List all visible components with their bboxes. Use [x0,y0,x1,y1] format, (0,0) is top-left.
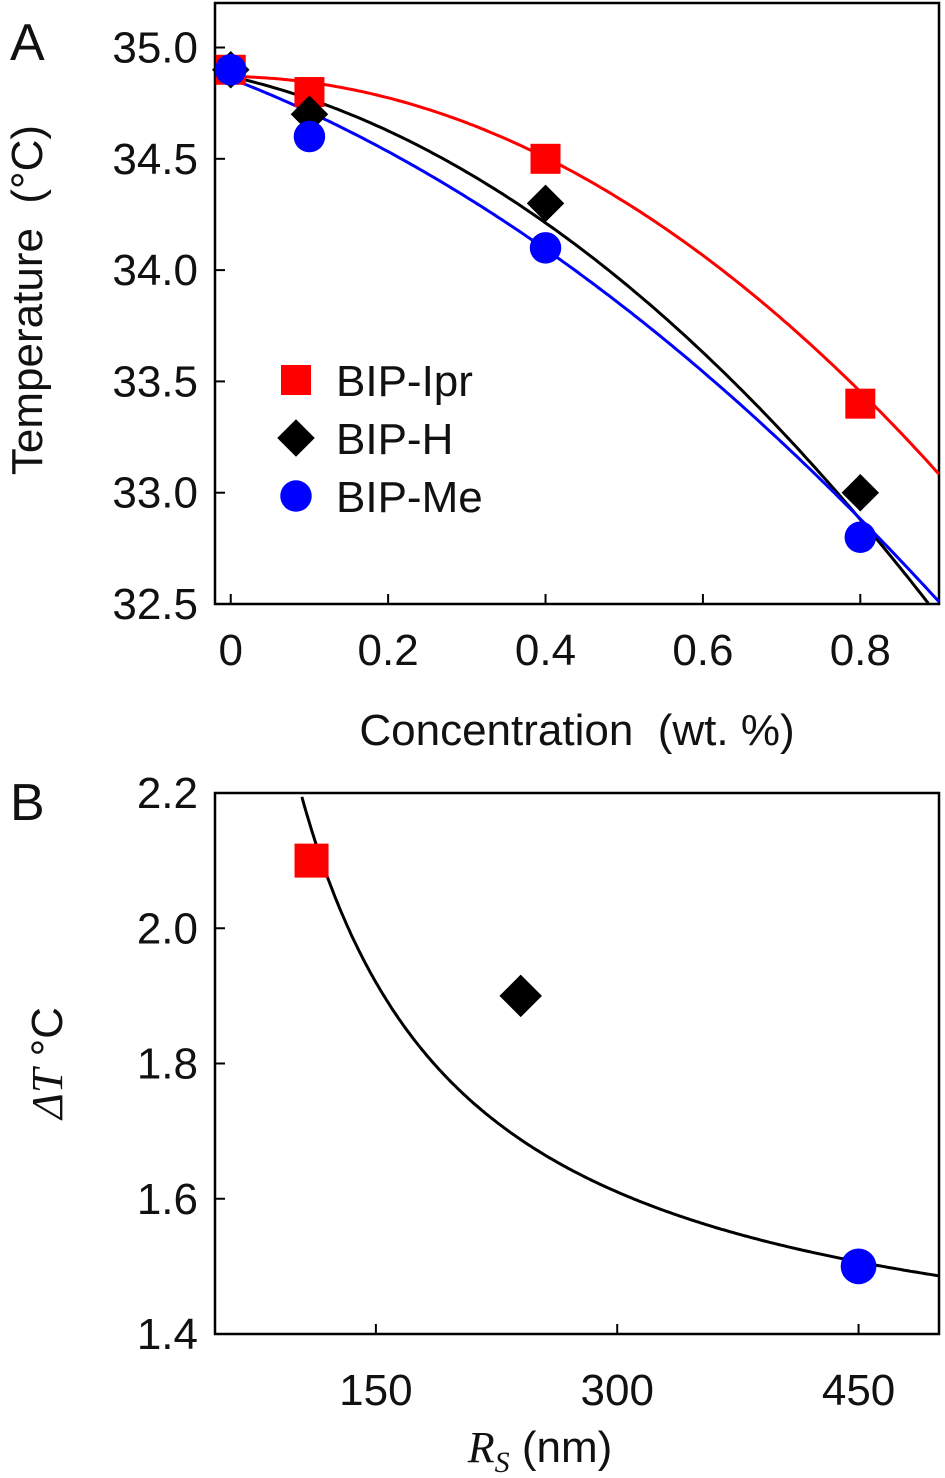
panel-a-letter: A [10,14,45,72]
x-tick-label: 0.2 [358,626,419,675]
y-tick-label: 2.2 [137,769,198,818]
legend-label: BIP-Ipr [336,357,473,406]
fit-curve-bip-h [222,73,930,605]
panel-a-ticks [215,46,862,605]
y-tick-label: 34.0 [112,246,198,295]
legend-label: BIP-Me [336,473,483,522]
panel-b-y-tick-labels: 1.4 1.6 1.8 2.0 2.2 [137,769,198,1359]
panel-b: B 150 300 450 1.4 1.6 1.8 2.0 2.2 RS (nm) ΔT °… [10,769,941,1478]
panel-a-x-axis-label: Concentration (wt. %) [359,706,794,755]
panel-a-data-points [211,51,880,553]
data-point-bip-h [526,184,565,223]
x-tick-label: 0 [218,626,242,675]
y-tick-label: 1.4 [137,1310,198,1359]
x-tick-label: 0.4 [515,626,576,675]
x-tick-label: 0.8 [830,626,891,675]
data-point-bip-h [841,473,880,512]
panel-a-fit-curves [222,73,941,605]
y-tick-label: 35.0 [112,24,198,73]
data-point-circle [840,1248,877,1285]
data-point-bip-ipr [530,143,561,174]
panel-b-letter: B [10,774,45,832]
panel-b-ticks [215,792,860,1335]
y-tick-label: 1.8 [137,1040,198,1089]
x-label-unit: (nm) [510,1423,613,1472]
fit-curve-bip-me [222,74,941,603]
panel-a: A 0 0.2 0.4 0.6 0.8 32.5 33.0 33.5 34.0 34.5 35.0… [3,1,941,755]
data-point-bip-ipr [845,388,876,419]
panel-a-y-axis-label: Temperature (°C) [3,125,52,475]
y-tick-label: 33.0 [112,469,198,518]
panel-a-x-tick-labels: 0 0.2 0.4 0.6 0.8 [218,626,890,675]
data-point-bip-h [290,95,329,134]
panel-b-x-axis-label: RS (nm) [467,1423,613,1478]
fit-curve [300,796,940,1278]
panel-a-legend: BIP-Ipr BIP-H BIP-Me [277,357,483,522]
fit-curve-bip-ipr [222,74,941,476]
legend-label: BIP-H [336,415,453,464]
x-label-subscript: S [495,1446,510,1478]
legend-marker-bip-ipr [281,365,311,395]
data-point-bip-me [529,232,562,264]
y-tick-label: 2.0 [137,904,198,953]
x-label-symbol: R [467,1423,495,1472]
panel-b-data-points [294,843,877,1285]
y-label-unit: °C [23,1007,72,1069]
y-tick-label: 1.6 [137,1175,198,1224]
data-point-diamond [499,974,542,1018]
x-tick-label: 450 [822,1366,895,1415]
data-point-bip-me [214,54,247,86]
data-point-square [294,843,329,878]
panel-b-y-axis-label: ΔT °C [23,1007,72,1121]
y-tick-label: 34.5 [112,135,198,184]
y-tick-label: 32.5 [112,580,198,629]
x-tick-label: 150 [339,1366,412,1415]
panel-b-x-tick-labels: 150 300 450 [339,1366,895,1415]
panel-b-fit-curve [300,796,940,1278]
data-point-bip-me [844,521,877,553]
panel-a-y-tick-labels: 32.5 33.0 33.5 34.0 34.5 35.0 [112,24,198,629]
x-tick-label: 300 [581,1366,654,1415]
legend-marker-bip-h [277,419,315,457]
x-tick-label: 0.6 [672,626,733,675]
y-label-symbol: ΔT [23,1065,72,1121]
y-tick-label: 33.5 [112,357,198,406]
panel-a-plot-frame [213,1,941,606]
data-point-bip-me [293,120,326,153]
legend-marker-bip-me [280,480,312,512]
